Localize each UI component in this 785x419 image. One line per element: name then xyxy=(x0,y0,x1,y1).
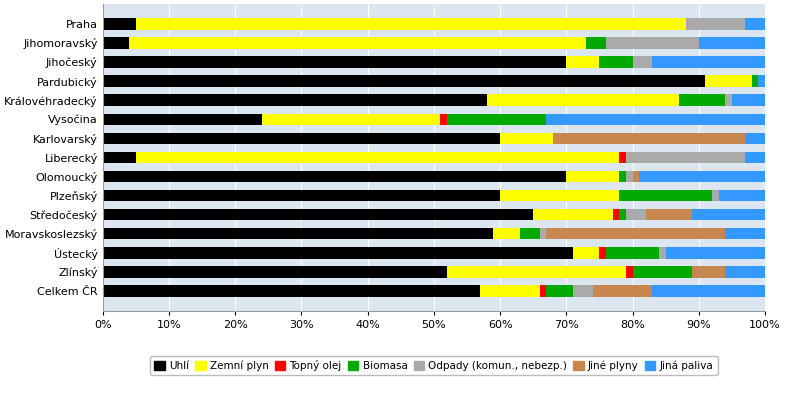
Bar xyxy=(600,247,606,259)
Bar xyxy=(500,132,553,144)
Bar xyxy=(261,114,440,125)
Bar xyxy=(103,190,500,201)
Bar xyxy=(619,190,712,201)
Bar xyxy=(103,266,447,278)
Bar xyxy=(633,266,692,278)
Bar xyxy=(136,152,619,163)
Bar xyxy=(639,171,765,182)
Bar xyxy=(752,75,758,87)
Bar xyxy=(619,152,626,163)
Bar xyxy=(718,190,765,201)
Bar xyxy=(546,228,725,240)
Bar xyxy=(533,209,612,220)
Bar xyxy=(566,56,600,68)
Bar xyxy=(706,75,752,87)
Bar xyxy=(566,171,619,182)
Bar xyxy=(652,56,765,68)
Bar xyxy=(619,171,626,182)
Bar xyxy=(626,209,646,220)
Bar xyxy=(679,94,725,106)
Bar xyxy=(103,75,706,87)
Bar xyxy=(103,171,566,182)
Bar xyxy=(652,285,765,297)
Bar xyxy=(447,114,546,125)
Bar xyxy=(626,171,633,182)
Bar xyxy=(758,75,765,87)
Bar xyxy=(745,132,765,144)
Bar xyxy=(103,94,487,106)
Bar xyxy=(593,285,652,297)
Bar xyxy=(646,209,692,220)
Bar xyxy=(546,114,765,125)
Bar xyxy=(685,18,745,30)
Bar xyxy=(447,266,626,278)
Bar xyxy=(725,94,732,106)
Bar xyxy=(600,56,633,68)
Bar xyxy=(586,37,606,49)
Bar xyxy=(573,247,600,259)
Bar xyxy=(745,18,765,30)
Bar xyxy=(633,171,639,182)
Bar xyxy=(699,37,765,49)
Bar xyxy=(612,209,619,220)
Bar xyxy=(712,190,718,201)
Bar xyxy=(692,209,765,220)
Bar xyxy=(487,94,679,106)
Bar xyxy=(130,37,586,49)
Bar xyxy=(725,266,765,278)
Bar xyxy=(659,247,666,259)
Bar xyxy=(494,228,520,240)
Bar xyxy=(666,247,765,259)
Bar xyxy=(103,132,500,144)
Bar xyxy=(540,228,546,240)
Bar xyxy=(103,56,566,68)
Legend: Uhlí, Zemní plyn, Topný olej, Biomasa, Odpady (komun., nebezp.), Jiné plyny, Jin: Uhlí, Zemní plyn, Topný olej, Biomasa, O… xyxy=(150,356,717,375)
Bar xyxy=(103,247,573,259)
Bar xyxy=(103,114,261,125)
Bar xyxy=(619,209,626,220)
Bar xyxy=(553,132,745,144)
Bar xyxy=(606,247,659,259)
Bar xyxy=(745,152,765,163)
Bar xyxy=(546,285,573,297)
Bar xyxy=(136,18,685,30)
Bar xyxy=(626,266,633,278)
Bar xyxy=(520,228,540,240)
Bar xyxy=(725,228,765,240)
Bar xyxy=(626,152,745,163)
Bar xyxy=(540,285,546,297)
Bar xyxy=(103,209,533,220)
Bar xyxy=(103,228,494,240)
Bar xyxy=(103,18,136,30)
Bar xyxy=(480,285,540,297)
Bar xyxy=(500,190,619,201)
Bar xyxy=(440,114,447,125)
Bar xyxy=(103,285,480,297)
Bar xyxy=(692,266,725,278)
Bar xyxy=(606,37,699,49)
Bar xyxy=(103,37,130,49)
Bar xyxy=(573,285,593,297)
Bar xyxy=(732,94,765,106)
Bar xyxy=(633,56,652,68)
Bar xyxy=(103,152,136,163)
